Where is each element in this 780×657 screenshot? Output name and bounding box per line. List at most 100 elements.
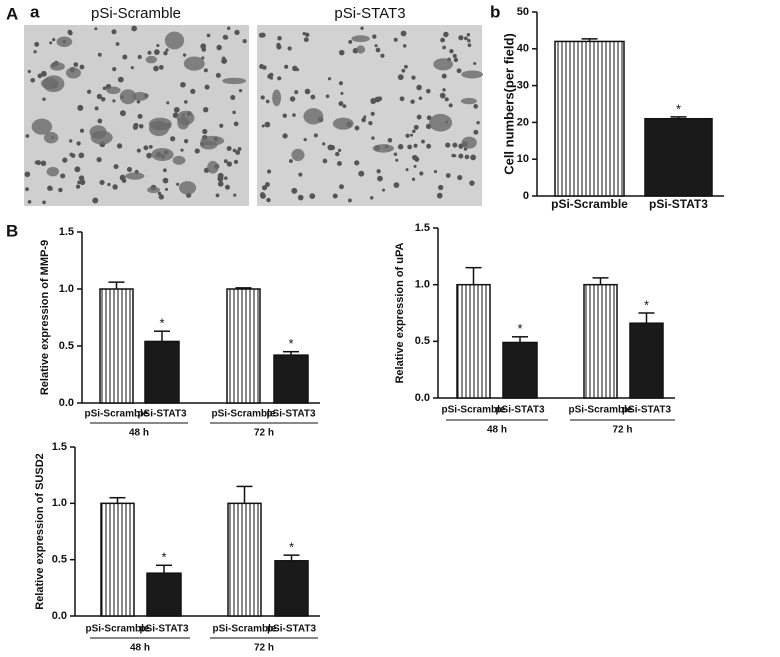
x-tick-label: pSi-Scramble — [569, 405, 633, 416]
x-tick-label: pSi-Scramble — [212, 409, 276, 420]
pore — [94, 106, 99, 111]
pore — [182, 53, 187, 57]
cell — [151, 148, 174, 161]
pore — [303, 137, 307, 142]
pore — [473, 61, 477, 66]
pore — [361, 117, 366, 123]
cell — [132, 91, 149, 101]
cell — [90, 130, 113, 145]
significance: * — [676, 101, 681, 116]
pore — [411, 75, 416, 80]
pore — [158, 194, 164, 200]
pore — [327, 144, 334, 151]
y-tick-label: 1.0 — [52, 497, 67, 509]
pore — [277, 35, 282, 41]
cell — [147, 186, 161, 194]
pore — [444, 97, 449, 102]
cell — [46, 166, 59, 177]
pore — [60, 173, 66, 179]
pore — [464, 36, 468, 41]
pore — [183, 139, 189, 144]
pore — [233, 193, 237, 197]
y-tick-label: 30 — [517, 80, 529, 92]
pore — [441, 73, 447, 79]
pore — [374, 96, 381, 103]
x-tick-label: pSi-STAT3 — [622, 405, 672, 416]
y-axis-label: Relative expression of uPA — [394, 242, 406, 383]
pore — [260, 95, 265, 100]
pore — [342, 104, 347, 109]
y-tick-label: 0.0 — [52, 610, 67, 622]
pore — [418, 96, 423, 100]
pore — [203, 107, 209, 113]
pore — [242, 39, 247, 44]
cell — [272, 89, 282, 107]
cell — [176, 110, 195, 126]
pore — [448, 103, 453, 108]
pore — [42, 97, 46, 101]
cell — [56, 36, 73, 48]
significance: * — [644, 297, 649, 312]
pore — [452, 142, 458, 148]
pore — [77, 104, 84, 111]
image-title: pSi-STAT3 — [334, 5, 405, 22]
pore — [100, 96, 106, 102]
pore — [96, 93, 103, 100]
bar — [100, 502, 135, 617]
pore — [119, 110, 126, 117]
x-tick-label: pSi-STAT3 — [649, 197, 708, 211]
pore — [184, 100, 188, 104]
cell — [356, 45, 366, 54]
pore — [292, 65, 298, 72]
pore — [466, 33, 471, 37]
pore — [402, 44, 407, 48]
x-tick-label: pSi-Scramble — [442, 405, 506, 416]
x-tick-label: pSi-STAT3 — [495, 405, 545, 416]
pore — [112, 99, 116, 103]
y-tick-label: 0.0 — [415, 392, 430, 404]
pore — [284, 64, 289, 69]
pore — [266, 169, 272, 174]
pore — [25, 187, 29, 192]
pore — [173, 106, 180, 113]
pore — [158, 64, 164, 70]
pore — [340, 91, 344, 95]
pore — [458, 153, 464, 159]
cell — [461, 70, 483, 79]
x-tick-label: pSi-Scramble — [85, 409, 149, 420]
pore — [436, 192, 443, 199]
pore — [58, 187, 63, 193]
cell — [303, 108, 324, 125]
cell — [43, 131, 59, 144]
pore — [202, 128, 208, 135]
pore — [261, 124, 265, 128]
pore — [190, 88, 196, 95]
significance: * — [517, 321, 522, 336]
group-label: 72 h — [254, 428, 274, 439]
pore — [371, 136, 375, 140]
pore — [122, 54, 128, 60]
pore — [282, 113, 287, 118]
x-tick-label: pSi-Scramble — [213, 624, 277, 635]
y-tick-label: 20 — [517, 116, 529, 128]
cell — [429, 113, 453, 132]
pore — [137, 54, 142, 60]
cell — [145, 55, 158, 64]
panel-label: b — [490, 2, 500, 21]
pore — [332, 193, 338, 199]
pore — [309, 193, 316, 200]
pore — [457, 174, 463, 181]
pore — [226, 26, 231, 30]
pore — [339, 184, 344, 190]
pore — [226, 161, 233, 167]
panel-label: a — [30, 2, 40, 21]
pore — [374, 44, 378, 48]
pore — [412, 129, 416, 134]
pore — [327, 77, 332, 81]
pore — [276, 42, 281, 48]
pore — [393, 152, 398, 157]
bar — [227, 502, 262, 617]
pore — [126, 166, 133, 173]
pore — [416, 114, 422, 120]
